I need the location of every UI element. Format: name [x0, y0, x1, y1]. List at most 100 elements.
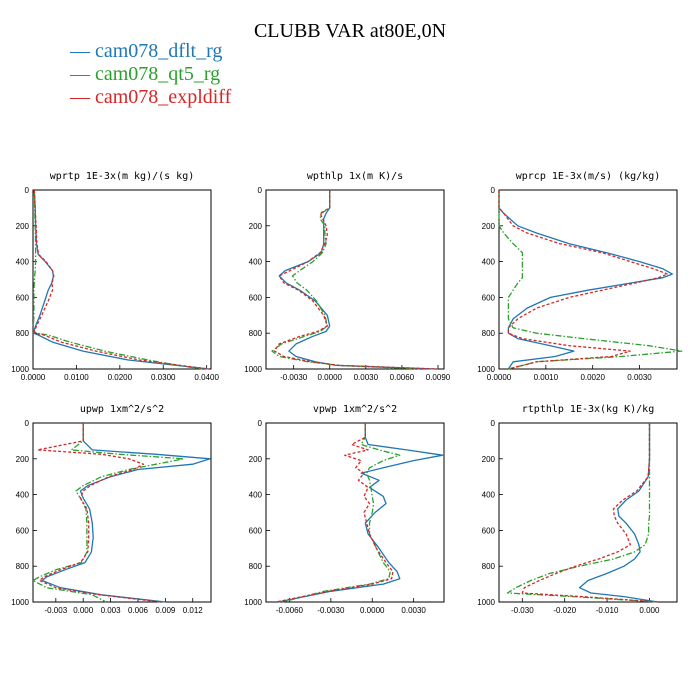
panel-5-xtick-label-3: 0.000	[639, 606, 660, 615]
panel-0-xtick-label-4: 0.0400	[194, 373, 219, 382]
panel-3-title: upwp 1xm^2/s^2	[80, 404, 164, 415]
panel-1-ytick-label-3: 600	[249, 293, 263, 302]
panel-3-ytick-label-2: 400	[16, 491, 30, 500]
panel-0-ytick-label-4: 800	[16, 329, 30, 338]
panel-0-xtick-label-0: 0.0000	[21, 373, 46, 382]
panel-5-xtick-label-1: -0.020	[553, 606, 576, 615]
legend-swatch-qt5: —	[70, 63, 95, 85]
panel-4-frame	[265, 422, 445, 603]
legend-label-dflt: cam078_dflt_rg	[95, 40, 223, 62]
panel-1-ytick-label-5: 1000	[244, 365, 262, 374]
panel-4-xtick-label-1: -0.0030	[317, 606, 345, 615]
panel-5-ytick-label-5: 1000	[477, 598, 495, 607]
panel-3-series-1	[32, 423, 185, 603]
panel-1-title: wpthlp 1x(m K)/s	[307, 171, 403, 182]
panel-2-ytick-label-4: 800	[482, 329, 496, 338]
panel-4-ytick-label-0: 0	[258, 419, 263, 428]
panel-0-ytick-label-2: 400	[16, 258, 30, 267]
panel-2-xtick-label-0: 0.0000	[487, 373, 512, 382]
panel-1-xtick-label-3: 0.0060	[390, 373, 415, 382]
panel-0-ytick-label-5: 1000	[11, 365, 29, 374]
panel-4-series-0	[278, 423, 444, 603]
panel-1-ytick-label-2: 400	[249, 258, 263, 267]
panel-3-ytick-label-5: 1000	[11, 598, 29, 607]
panel-5-ytick-label-0: 0	[491, 419, 496, 428]
legend-label-qt5: cam078_qt5_rg	[95, 63, 221, 85]
panel-2-series-2	[498, 190, 669, 370]
panel-4-ytick-label-1: 200	[249, 455, 263, 464]
panel-5-series-1	[506, 423, 658, 603]
legend-item-qt5: — cam078_qt5_rg	[70, 63, 231, 86]
panel-2-ytick-label-1: 200	[482, 222, 496, 231]
panel-2-xtick-label-3: 0.0030	[627, 373, 652, 382]
panel-5-ytick-label-3: 600	[482, 526, 496, 535]
panel-5-ytick-label-1: 200	[482, 455, 496, 464]
panel-0-xtick-label-3: 0.0300	[151, 373, 176, 382]
panel-0-title: wprtp 1E-3x(m kg)/(s kg)	[50, 171, 195, 182]
panel-1-ytick-label-0: 0	[258, 186, 263, 195]
panel-3-ytick-label-1: 200	[16, 455, 30, 464]
legend-swatch-dflt: —	[70, 40, 95, 62]
panel-3-ytick-label-4: 800	[16, 562, 30, 571]
panel-3-xtick-label-2: 0.003	[101, 606, 122, 615]
panel-1-series-1	[271, 190, 420, 370]
panel-2-ytick-label-3: 600	[482, 293, 496, 302]
panel-4-ytick-label-4: 800	[249, 562, 263, 571]
panel-3-xtick-label-0: -0.003	[44, 606, 67, 615]
panel-1-ytick-label-1: 200	[249, 222, 263, 231]
panel-3-series-2	[36, 423, 161, 603]
panel-2-series-1	[498, 190, 683, 370]
panel-1-ytick-label-4: 800	[249, 329, 263, 338]
panel-2-ytick-label-2: 400	[482, 258, 496, 267]
panel-5-frame	[498, 422, 678, 603]
panel-0-xtick-label-1: 0.0100	[64, 373, 89, 382]
panel-3-ytick-label-0: 0	[25, 419, 30, 428]
panel-0-ytick-label-3: 600	[16, 293, 30, 302]
panel-2-ytick-label-0: 0	[491, 186, 496, 195]
panel-1-series-0	[278, 190, 436, 370]
panel-1-xtick-label-2: 0.0030	[354, 373, 379, 382]
panel-1-xtick-label-0: -0.0030	[280, 373, 308, 382]
panel-2-xtick-label-2: 0.0020	[580, 373, 605, 382]
panel-2-frame	[498, 189, 678, 370]
panel-0-ytick-label-0: 0	[25, 186, 30, 195]
panel-4-series-2	[275, 423, 394, 603]
legend: — cam078_dflt_rg — cam078_qt5_rg — cam07…	[70, 40, 231, 109]
panel-5-xtick-label-2: -0.010	[596, 606, 619, 615]
legend-label-expldiff: cam078_expldiff	[95, 86, 232, 108]
panel-5-xtick-label-0: -0.030	[511, 606, 534, 615]
panel-1-xtick-label-1: 0.0000	[318, 373, 343, 382]
panel-4-ytick-label-3: 600	[249, 526, 263, 535]
panel-3-frame	[32, 422, 212, 603]
panel-3-xtick-label-4: 0.009	[155, 606, 176, 615]
panel-3-xtick-label-3: 0.006	[128, 606, 149, 615]
panel-4-xtick-label-0: -0.0060	[276, 606, 304, 615]
panel-4-series-1	[282, 423, 401, 603]
panel-4-title: vpwp 1xm^2/s^2	[313, 404, 397, 415]
panel-2-xtick-label-1: 0.0010	[534, 373, 559, 382]
panel-0-ytick-label-1: 200	[16, 222, 30, 231]
legend-item-expldiff: — cam078_expldiff	[70, 86, 231, 109]
panel-2-title: wprcp 1E-3x(m/s) (kg/kg)	[516, 171, 661, 182]
panel-3-xtick-label-1: 0.000	[73, 606, 94, 615]
panel-2-series-0	[498, 190, 673, 370]
panel-5-ytick-label-4: 800	[482, 562, 496, 571]
panel-3-series-0	[41, 423, 211, 603]
panel-1-xtick-label-4: 0.0090	[426, 373, 451, 382]
panel-2-ytick-label-5: 1000	[477, 365, 495, 374]
legend-swatch-expldiff: —	[70, 86, 95, 108]
panel-4-xtick-label-2: 0.0000	[360, 606, 385, 615]
panel-4-ytick-label-2: 400	[249, 491, 263, 500]
figure-title: CLUBB VAR at80E,0N	[253, 20, 447, 42]
panel-3-ytick-label-3: 600	[16, 526, 30, 535]
panel-0-series-1	[32, 189, 203, 370]
panel-3-xtick-label-5: 0.012	[183, 606, 204, 615]
panel-1-series-2	[273, 190, 439, 370]
panel-0-series-2	[33, 189, 209, 370]
panel-5-ytick-label-2: 400	[482, 491, 496, 500]
panel-5-series-2	[521, 423, 658, 603]
panel-0-frame	[32, 189, 212, 370]
panel-5-series-0	[578, 423, 659, 603]
panel-0-series-0	[32, 189, 209, 370]
